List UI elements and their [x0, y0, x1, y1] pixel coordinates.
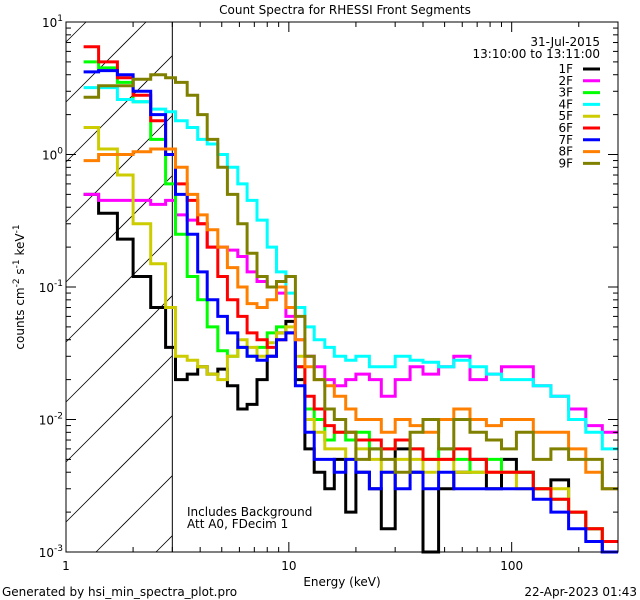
hatch-line — [65, 295, 173, 403]
date-label: 31-Jul-2015 — [530, 35, 600, 49]
hatch-line — [65, 355, 173, 463]
footer-timestamp: 22-Apr-2023 01:43 — [524, 585, 637, 599]
y-tick-exp: 0 — [57, 147, 63, 157]
y-tick-label: 101 — [42, 14, 63, 30]
hatch-line — [65, 175, 173, 283]
legend-label-7F: 7F — [558, 133, 573, 147]
y-tick-base: 10 — [42, 16, 57, 30]
legend-label-5F: 5F — [558, 109, 573, 123]
series-line-6F — [83, 45, 618, 543]
axis-ticks — [65, 22, 619, 553]
series-line-3F — [83, 60, 618, 543]
y-tick-label: 10-1 — [39, 279, 63, 295]
hatch-line — [65, 235, 173, 343]
legend-label-6F: 6F — [558, 121, 573, 135]
y-tick-base: 10 — [42, 149, 57, 163]
y-tick-base: 10 — [39, 281, 54, 295]
legend-label-3F: 3F — [558, 86, 573, 100]
x-tick-label: 10 — [281, 559, 296, 573]
legend-label-8F: 8F — [558, 145, 573, 159]
series-line-9F — [83, 73, 618, 491]
chart-title: Count Spectra for RHESSI Front Segments — [219, 3, 471, 17]
y-tick-base: 10 — [39, 546, 54, 560]
annotation-attenuator: Att A0, FDecim 1 — [187, 517, 288, 531]
y-tick-exp: -3 — [54, 544, 63, 554]
legend-label-2F: 2F — [558, 74, 573, 88]
hatched-region — [65, 21, 173, 553]
legend-label-9F: 9F — [558, 156, 573, 170]
y-tick-exp: -2 — [54, 412, 63, 422]
y-label-part: s — [13, 268, 27, 278]
y-tick-label: 100 — [42, 147, 63, 163]
series-line-2F — [83, 192, 618, 434]
hatch-line — [65, 415, 173, 523]
x-tick-label: 1 — [62, 559, 70, 573]
hatch-line — [155, 535, 173, 553]
y-label-exp: -1 — [12, 224, 22, 233]
annotation-background: Includes Background — [187, 505, 312, 519]
hatch-line — [95, 475, 173, 553]
y-label-part: counts cm — [13, 287, 27, 349]
hatch-line — [65, 115, 173, 223]
y-tick-exp: -1 — [54, 279, 63, 289]
y-tick-base: 10 — [39, 414, 54, 428]
y-label-part: keV — [13, 233, 27, 260]
series-line-7F — [83, 69, 618, 554]
footer-generated-by: Generated by hsi_min_spectra_plot.pro — [2, 585, 237, 599]
y-tick-label: 10-3 — [39, 544, 63, 560]
y-label-exp: -1 — [12, 259, 22, 268]
series-line-1F — [83, 192, 618, 554]
series-line-5F — [83, 126, 618, 543]
y-tick-label: 10-2 — [39, 412, 63, 428]
legend-label-4F: 4F — [558, 97, 573, 111]
y-axis-label: counts cm-2 s-1 keV-1 — [12, 224, 27, 349]
legend-label-1F: 1F — [558, 62, 573, 76]
series-group — [83, 45, 618, 554]
hatch-line — [65, 21, 87, 43]
time-range-label: 13:10:00 to 13:11:00 — [473, 47, 600, 61]
y-tick-exp: 1 — [57, 14, 63, 24]
x-tick-label: 100 — [500, 559, 523, 573]
series-line-4F — [83, 86, 618, 451]
x-axis-label: Energy (keV) — [303, 575, 380, 589]
x-tick-labels: 1 10 100 — [62, 559, 523, 573]
series-line-8F — [83, 147, 618, 491]
y-label-exp: -2 — [12, 278, 22, 287]
